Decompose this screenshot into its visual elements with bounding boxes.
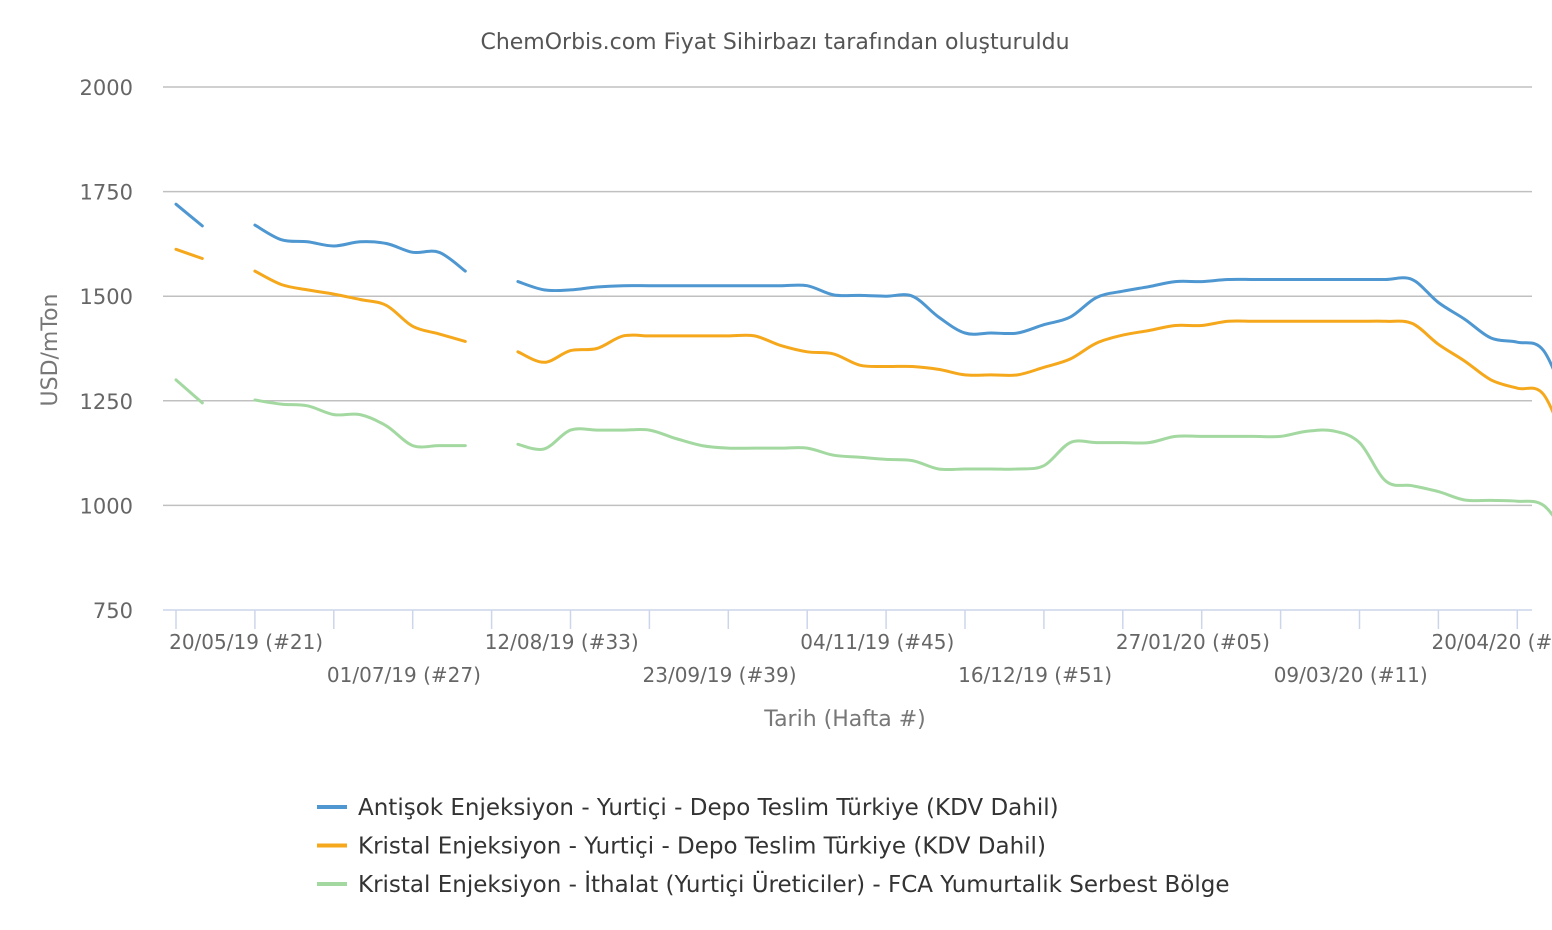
x-tick-label: 27/01/20 (#05): [1116, 630, 1270, 654]
y-axis-title: USD/mTon: [38, 294, 63, 407]
y-tick-label: 1000: [80, 494, 133, 518]
x-tick-label: 09/03/20 (#11): [1274, 663, 1428, 687]
legend-label: Antişok Enjeksiyon - Yurtiçi - Depo Tesl…: [358, 795, 1059, 821]
series-line: [174, 247, 1552, 414]
y-tick-label: 2000: [80, 76, 133, 100]
y-tick-label: 750: [93, 599, 133, 623]
legend-label: Kristal Enjeksiyon - İthalat (Yurtiçi Ür…: [358, 870, 1230, 898]
chart-subtitle: ChemOrbis.com Fiyat Sihirbazı tarafından…: [480, 30, 1069, 55]
x-tick-label: 12/08/19 (#33): [485, 630, 639, 654]
x-tick-label: 16/12/19 (#51): [958, 663, 1112, 687]
x-tick-label: 04/11/19 (#45): [800, 630, 954, 654]
x-tick-label: 20/05/19 (#21): [169, 630, 323, 654]
series-line: [174, 378, 1552, 517]
y-axis: 2000 1750 1500 1250 1000 750: [80, 76, 133, 623]
x-axis-title: Tarih (Hafta #): [763, 707, 925, 732]
legend: Antişok Enjeksiyon - Yurtiçi - Depo Tesl…: [317, 795, 1230, 898]
x-axis: 20/05/19 (#21)01/07/19 (#27)12/08/19 (#3…: [163, 609, 1552, 687]
x-tick-label: 23/09/19 (#39): [643, 663, 797, 687]
y-tick-label: 1500: [80, 285, 133, 309]
series-lines: [174, 202, 1552, 517]
series-line: [174, 202, 1552, 370]
legend-label: Kristal Enjeksiyon - Yurtiçi - Depo Tesl…: [358, 834, 1046, 860]
x-tick-label: 20/04/20 (#17): [1432, 630, 1552, 654]
y-tick-label: 1250: [80, 390, 133, 414]
x-tick-label: 01/07/19 (#27): [327, 663, 481, 687]
y-tick-label: 1750: [80, 181, 133, 205]
